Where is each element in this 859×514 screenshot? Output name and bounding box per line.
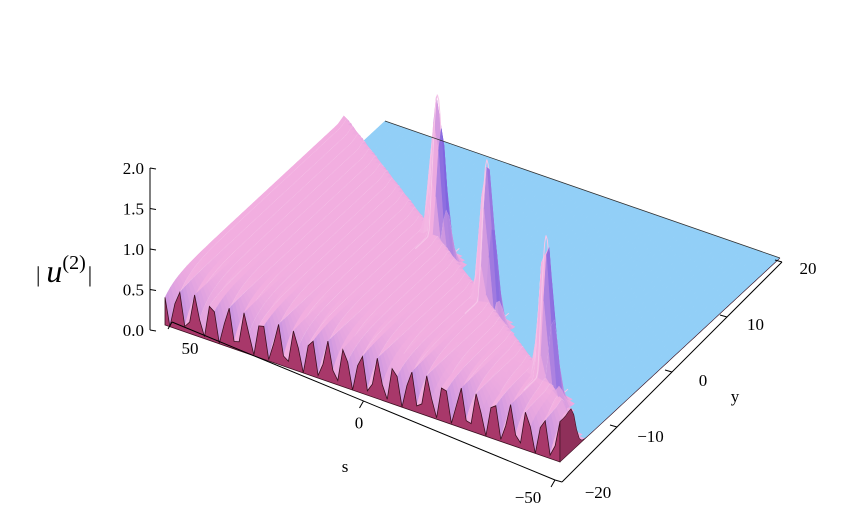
surface <box>164 94 781 463</box>
